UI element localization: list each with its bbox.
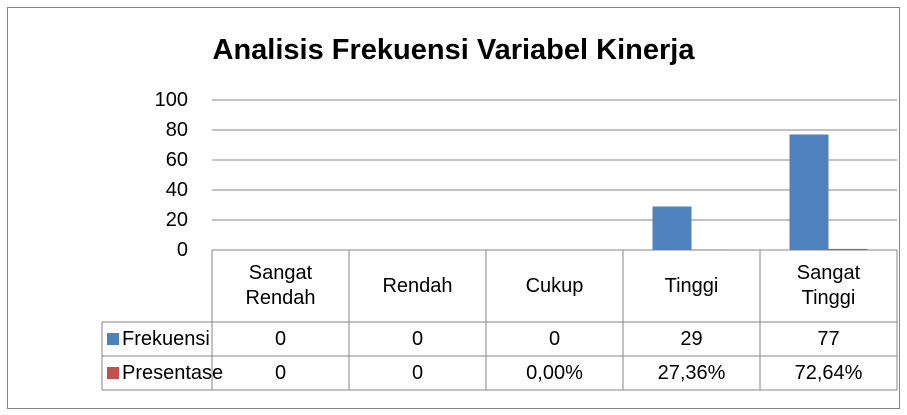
data-label: 77: [817, 327, 840, 350]
bar: [789, 134, 829, 250]
legend-label: Frekuensi: [122, 327, 210, 350]
y-tick-label: 100: [154, 88, 188, 111]
x-tick-label: Rendah: [382, 274, 453, 297]
y-tick-label: 20: [165, 208, 188, 231]
data-label: 27,36%: [657, 361, 726, 384]
x-tick-label: Sangat Tinggi: [796, 262, 861, 309]
data-label: 72,64%: [794, 361, 863, 384]
data-label: 29: [680, 327, 703, 350]
data-label: 0: [274, 327, 287, 350]
legend-key: [107, 333, 119, 345]
y-tick-label: 40: [165, 178, 188, 201]
chart-title: Analisis Frekuensi Variabel Kinerja: [212, 33, 695, 66]
bar: [828, 248, 868, 250]
data-label: 0: [411, 327, 424, 350]
chart-border: [7, 7, 900, 409]
bar: [652, 206, 692, 250]
data-label: 0: [411, 361, 424, 384]
x-tick-label: Sangat Rendah: [245, 262, 316, 309]
y-tick-label: 0: [176, 238, 188, 261]
x-tick-label: Tinggi: [664, 274, 719, 297]
data-label: 0,00%: [526, 361, 583, 384]
y-tick-label: 60: [165, 148, 188, 171]
legend-key: [107, 367, 119, 379]
x-tick-label: Cukup: [525, 274, 584, 297]
legend-label: Presentase: [122, 361, 224, 384]
y-tick-label: 80: [165, 118, 188, 141]
data-label: 0: [274, 361, 287, 384]
data-label: 0: [548, 327, 561, 350]
